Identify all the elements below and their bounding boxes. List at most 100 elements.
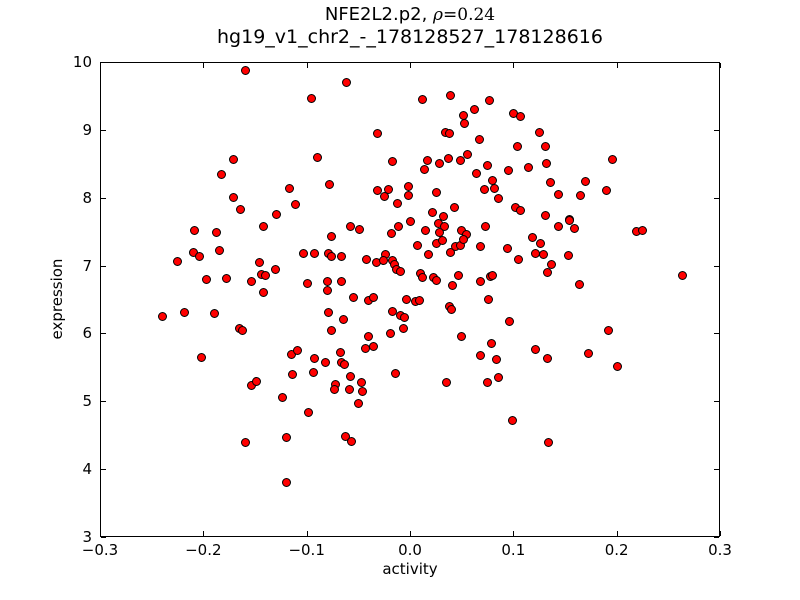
data-point	[238, 326, 248, 336]
data-point	[564, 216, 574, 226]
data-point	[421, 225, 430, 235]
data-point	[322, 277, 332, 287]
rho-symbol: ρ	[433, 5, 444, 25]
data-point	[435, 159, 445, 169]
data-point	[326, 325, 336, 335]
data-point	[563, 250, 573, 260]
data-point	[447, 280, 457, 290]
data-point	[438, 211, 448, 221]
data-point	[475, 276, 485, 286]
data-point	[488, 175, 498, 185]
data-point	[323, 307, 333, 317]
data-point	[542, 354, 552, 364]
title-gene-label: NFE2L2.p2,	[324, 4, 434, 25]
data-point	[212, 227, 222, 237]
data-point	[309, 368, 319, 378]
y-axis-tick	[714, 469, 719, 471]
data-point	[210, 309, 220, 319]
x-tick-label: 0.1	[501, 541, 526, 559]
y-tick-label: 10	[72, 53, 92, 71]
x-axis-tick	[100, 63, 101, 68]
data-point	[507, 415, 517, 425]
data-point	[258, 288, 268, 298]
data-point	[484, 295, 494, 304]
data-point	[414, 295, 424, 305]
data-point	[353, 398, 363, 408]
data-point	[217, 170, 227, 180]
data-point	[504, 317, 514, 327]
data-point	[284, 183, 294, 193]
data-point	[330, 384, 340, 394]
data-point	[258, 222, 268, 232]
data-point	[354, 225, 364, 235]
x-axis-tick	[410, 531, 411, 536]
data-point	[417, 94, 427, 104]
data-point	[391, 368, 401, 378]
x-axis-tick	[203, 63, 205, 68]
data-point	[454, 270, 464, 280]
data-point	[345, 222, 355, 232]
data-point	[378, 255, 388, 265]
x-axis-tick	[203, 531, 205, 536]
data-point	[474, 134, 484, 144]
data-point	[194, 251, 204, 261]
data-point	[307, 94, 317, 104]
y-tick-label: 7	[82, 256, 92, 275]
data-point	[344, 384, 354, 394]
x-axis-tick	[720, 531, 721, 536]
data-point	[241, 437, 251, 447]
x-tick-label: −0.2	[185, 541, 222, 559]
y-axis-tick	[101, 197, 106, 199]
data-point	[603, 325, 613, 335]
data-point	[357, 386, 367, 396]
y-axis-tick	[101, 537, 106, 538]
data-point	[494, 373, 504, 383]
data-point	[361, 343, 371, 353]
chart-title: NFE2L2.p2, ρ=0.24	[100, 4, 720, 26]
data-point	[299, 248, 309, 258]
y-axis-tick	[101, 401, 106, 403]
y-axis-tick	[101, 333, 106, 335]
data-point	[443, 153, 453, 163]
data-point	[254, 258, 264, 268]
data-point	[419, 165, 429, 175]
data-point	[479, 185, 489, 195]
data-point	[221, 273, 231, 283]
data-point	[441, 378, 451, 388]
data-point	[228, 155, 238, 165]
data-point	[304, 407, 314, 417]
data-point	[488, 270, 498, 280]
data-point	[189, 226, 199, 236]
data-point	[320, 358, 330, 368]
data-point	[228, 192, 238, 202]
data-point	[437, 235, 447, 245]
data-point	[576, 191, 585, 201]
data-point	[483, 160, 492, 170]
chart-title-block: NFE2L2.p2, ρ=0.24 hg19_v1_chr2_-_1781285…	[100, 4, 720, 49]
data-point	[157, 311, 167, 321]
data-point	[399, 323, 409, 333]
data-point	[324, 180, 334, 190]
data-point	[554, 221, 564, 231]
data-point	[369, 292, 379, 302]
data-point	[290, 200, 300, 209]
data-point	[581, 176, 591, 186]
data-point	[326, 251, 336, 261]
data-point	[424, 249, 434, 259]
x-axis-tick	[306, 63, 308, 68]
data-point	[475, 242, 485, 252]
data-point	[516, 206, 526, 216]
x-axis-tick	[306, 531, 308, 536]
data-point	[281, 477, 291, 487]
data-point	[310, 248, 320, 258]
data-point	[574, 280, 584, 290]
y-axis-tick	[714, 62, 719, 63]
y-axis-tick	[101, 129, 106, 131]
data-point	[608, 155, 618, 165]
data-point	[379, 191, 389, 201]
data-point	[201, 274, 211, 284]
data-point	[339, 315, 349, 325]
data-point	[287, 369, 297, 379]
data-point	[272, 209, 282, 219]
data-point	[322, 286, 332, 296]
